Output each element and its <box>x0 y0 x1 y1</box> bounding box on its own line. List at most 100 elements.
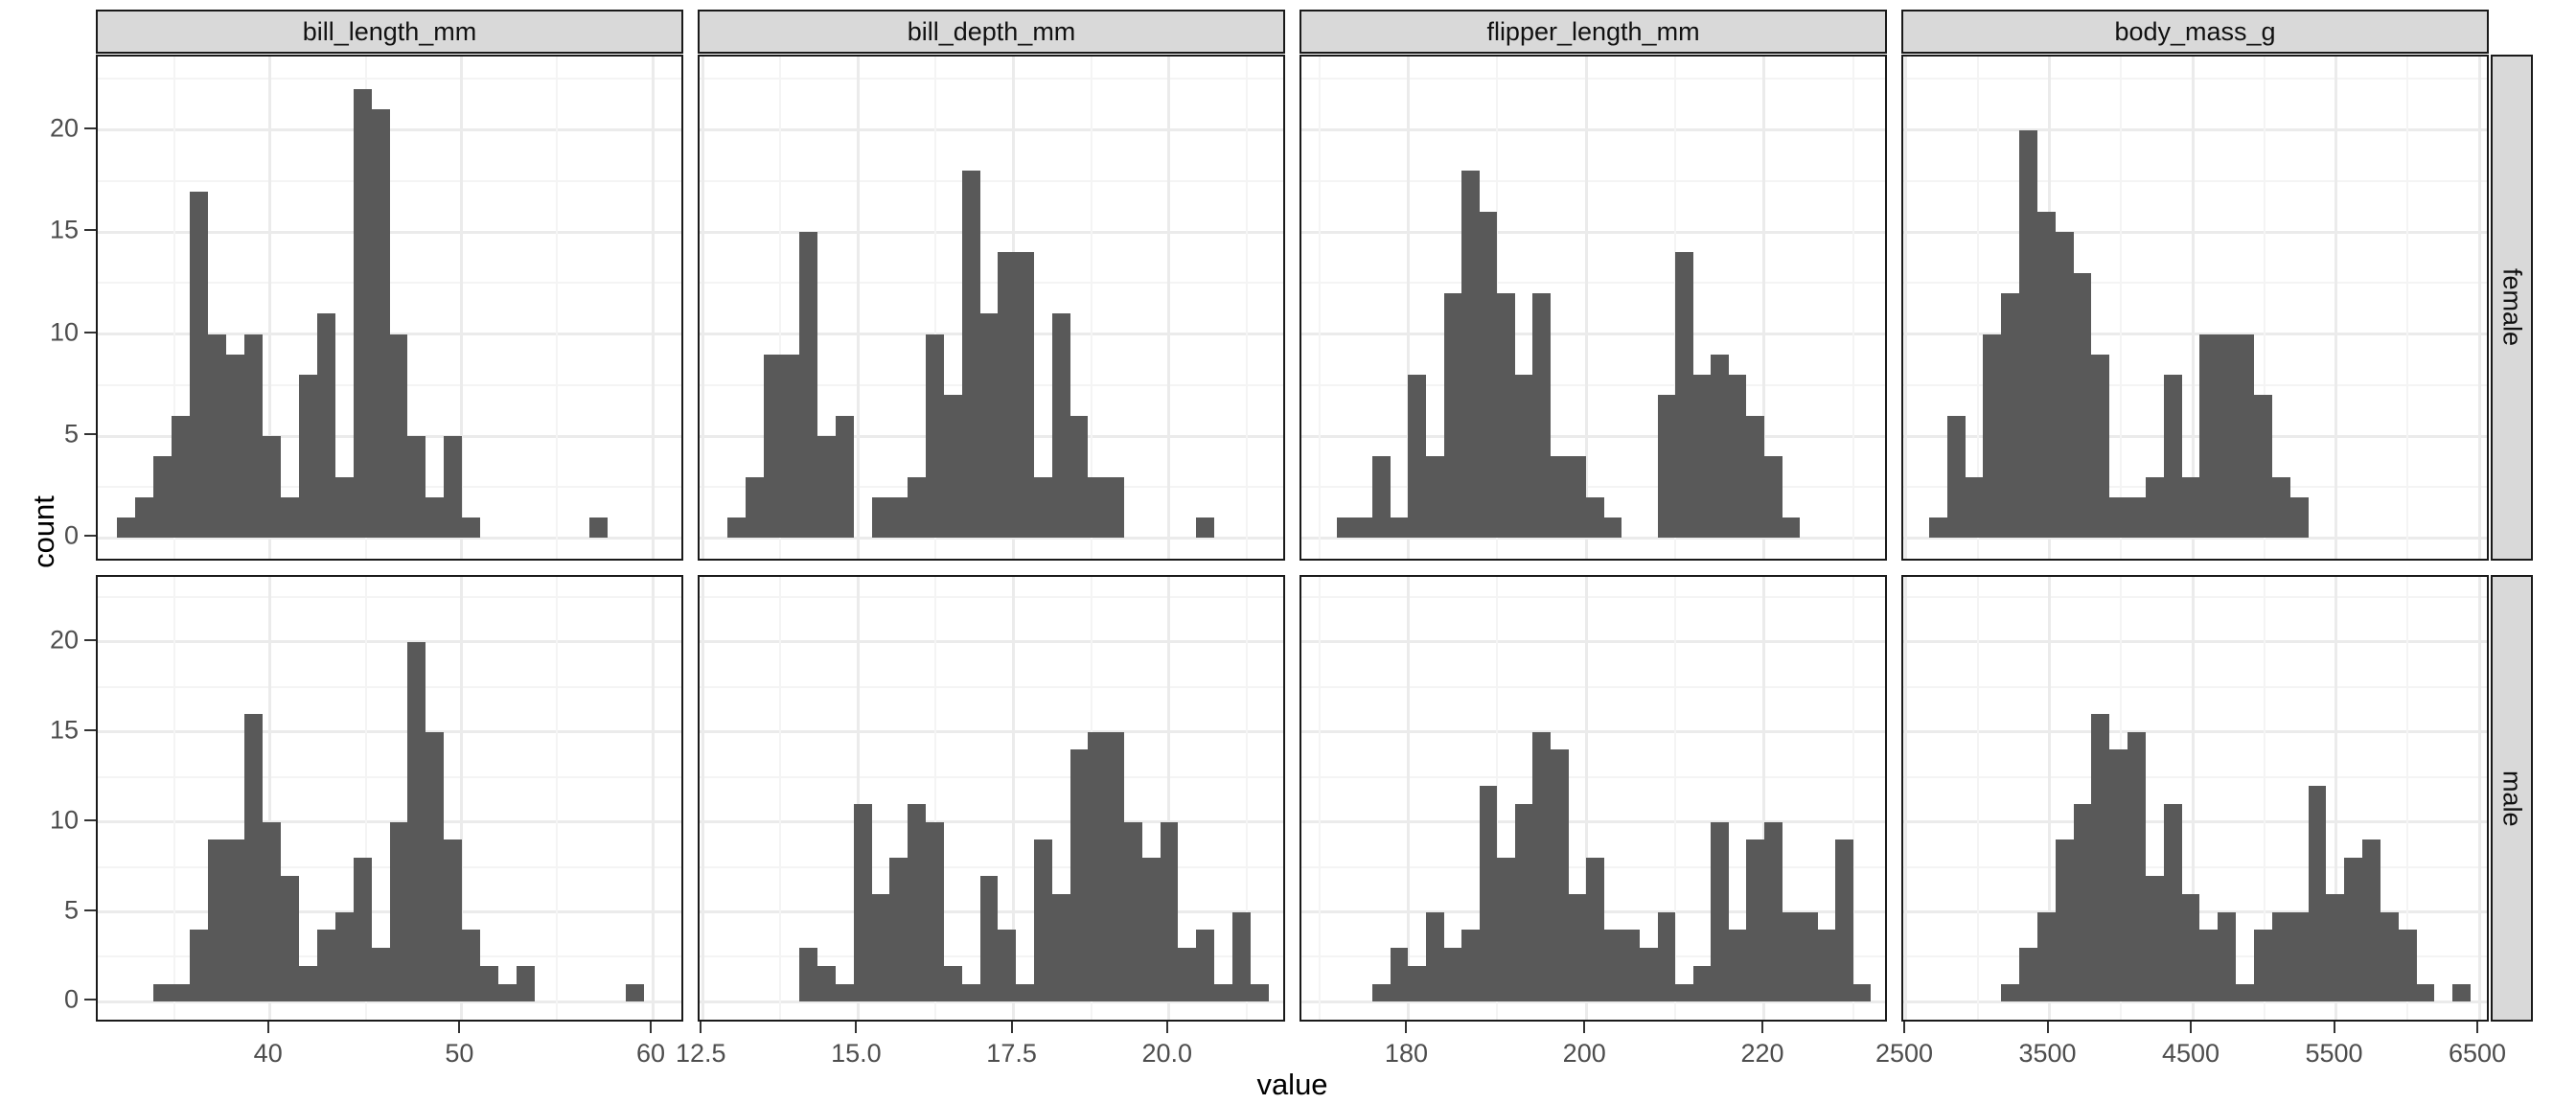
grid-x-minor <box>556 57 559 559</box>
x-axis-tick <box>650 1022 653 1033</box>
grid-x-major <box>1904 57 1908 559</box>
histogram-bar <box>2236 983 2254 1002</box>
grid-y-major <box>98 730 681 734</box>
grid-x-minor <box>172 577 175 1020</box>
histogram-bar <box>1675 252 1693 539</box>
grid-y-major <box>1903 730 2487 734</box>
histogram-bar <box>1033 840 1052 1002</box>
grid-y-minor <box>1903 78 2487 80</box>
x-axis-tick <box>1010 1022 1013 1033</box>
histogram-bar <box>426 496 445 539</box>
histogram-bar <box>462 518 481 539</box>
histogram-bar <box>1622 930 1640 1002</box>
grid-x-major <box>1584 57 1588 559</box>
histogram-bar <box>1070 415 1089 539</box>
y-axis-tick-label: 20 <box>49 625 79 655</box>
histogram-bar <box>871 893 890 1002</box>
y-axis-tick-label: 20 <box>49 113 79 143</box>
histogram-bar <box>961 171 980 539</box>
histogram-bar <box>1426 456 1444 539</box>
facet-strip-male: male <box>2491 575 2533 1022</box>
histogram-bar <box>1532 731 1552 1002</box>
grid-x-minor <box>1852 577 1854 1020</box>
histogram-bar <box>853 803 872 1002</box>
x-axis-tick-label: 2500 <box>1874 1039 1934 1068</box>
histogram-bar <box>498 983 518 1002</box>
histogram-bar <box>407 436 426 539</box>
histogram-bar <box>2271 476 2290 539</box>
x-axis-tick <box>266 1022 269 1033</box>
histogram-bar <box>1514 375 1533 539</box>
histogram-bar <box>225 840 244 1002</box>
grid-x-minor <box>2406 577 2409 1020</box>
histogram-bar <box>207 334 226 539</box>
facet-strip-bill_length_mm: bill_length_mm <box>96 10 683 54</box>
grid-x-minor <box>934 577 937 1020</box>
grid-x-major <box>701 57 704 559</box>
histogram-bar <box>1965 476 1984 539</box>
histogram-bar <box>2036 911 2056 1002</box>
x-axis-tick-label: 6500 <box>2448 1039 2507 1068</box>
histogram-bar <box>371 109 390 539</box>
histogram-bar <box>2055 232 2074 539</box>
grid-x-major <box>2334 577 2338 1020</box>
x-axis-title: value <box>0 1068 2576 1102</box>
histogram-bar <box>134 496 153 539</box>
grid-y-major <box>1301 230 1885 234</box>
histogram-bar <box>2001 983 2020 1002</box>
histogram-bar <box>836 983 854 1002</box>
histogram-bar <box>316 930 335 1002</box>
grid-x-major <box>2191 577 2195 1020</box>
grid-y-major <box>1903 434 2487 438</box>
histogram-bar <box>1835 840 1853 1002</box>
histogram-bar <box>1983 334 2002 539</box>
histogram-bar <box>889 858 908 1002</box>
grid-y-minor <box>98 775 681 778</box>
histogram-bar <box>799 232 818 539</box>
histogram-bar <box>1016 252 1034 539</box>
histogram-bar <box>2128 731 2146 1002</box>
histogram-bar <box>225 354 244 539</box>
histogram-bar <box>626 983 645 1002</box>
histogram-bar <box>480 965 499 1002</box>
x-axis-tick <box>1405 1022 1408 1033</box>
histogram-bar <box>727 518 746 539</box>
histogram-bar <box>2236 334 2254 539</box>
grid-y-major <box>98 128 681 132</box>
histogram-bar <box>817 436 837 539</box>
histogram-bar <box>2362 840 2380 1002</box>
grid-x-major <box>651 57 655 559</box>
histogram-bar <box>1372 456 1391 539</box>
x-axis-tick <box>855 1022 858 1033</box>
histogram-bar <box>1603 518 1622 539</box>
grid-y-minor <box>1903 179 2487 182</box>
grid-x-major <box>2477 577 2481 1020</box>
histogram-bar <box>426 731 445 1002</box>
histogram-bar <box>517 965 536 1002</box>
grid-y-major <box>98 536 681 540</box>
histogram-bar <box>2218 911 2237 1002</box>
grid-y-major <box>1903 820 2487 824</box>
histogram-bar <box>2055 840 2074 1002</box>
grid-y-minor <box>98 685 681 688</box>
grid-x-minor <box>1090 57 1092 559</box>
histogram-bar <box>1426 911 1444 1002</box>
x-axis-tick-label: 20.0 <box>1141 1039 1193 1068</box>
histogram-bar <box>1443 948 1462 1002</box>
histogram-bar <box>1782 911 1801 1002</box>
grid-x-minor <box>2263 57 2266 559</box>
x-axis-tick-label: 200 <box>1562 1039 1606 1068</box>
histogram-bar <box>2452 983 2472 1002</box>
histogram-bar <box>871 496 890 539</box>
grid-y-major <box>700 1000 1283 1003</box>
panel-male-bill_length_mm <box>96 575 683 1022</box>
grid-y-major <box>1903 1000 2487 1003</box>
histogram-bar <box>1568 893 1587 1002</box>
facet-strip-bill_depth_mm: bill_depth_mm <box>698 10 1285 54</box>
grid-x-minor <box>1245 577 1248 1020</box>
grid-x-major <box>268 57 272 559</box>
grid-y-minor <box>1903 383 2487 386</box>
histogram-bar <box>1051 313 1070 539</box>
histogram-bar <box>2218 334 2237 539</box>
histogram-bar <box>1817 930 1836 1002</box>
